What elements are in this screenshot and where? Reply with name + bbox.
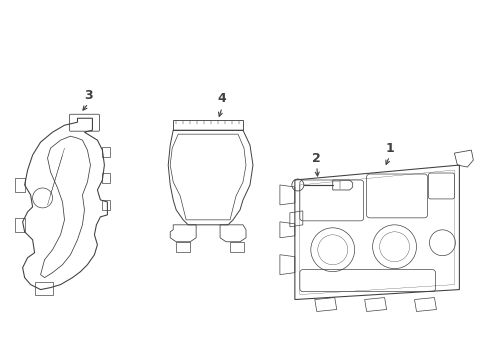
Text: 1: 1	[385, 141, 394, 155]
Text: 2: 2	[313, 152, 321, 165]
Text: 4: 4	[218, 92, 226, 105]
Text: 3: 3	[84, 89, 93, 102]
